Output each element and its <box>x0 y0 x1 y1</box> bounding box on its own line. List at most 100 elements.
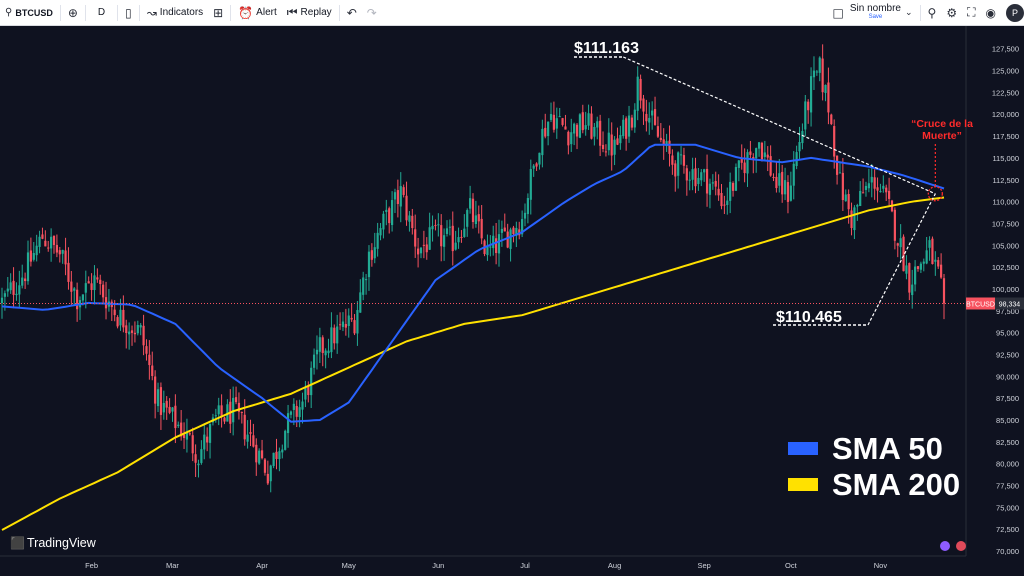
candle-body <box>295 405 298 417</box>
candle-body <box>67 262 70 282</box>
candle-body <box>408 215 411 222</box>
y-tick-label: 80,000 <box>996 460 1019 469</box>
candle-body <box>477 214 480 222</box>
candle-body <box>564 126 567 130</box>
candle-body <box>905 265 908 274</box>
tradingview-watermark: TradingView <box>27 536 97 550</box>
candle-body <box>258 450 261 464</box>
x-tick-label: Apr <box>256 561 268 570</box>
toolbar-divider <box>138 4 140 21</box>
top-toolbar: ⚲ BTCUSD ⊕ D ▯ ↝ Indicators ⊞ ⏰ Alert ⏮ … <box>0 0 1024 26</box>
y-tick-label: 97,500 <box>996 307 1019 316</box>
candle-body <box>393 192 397 200</box>
candle-body <box>781 171 784 195</box>
candle-body <box>627 115 631 137</box>
candle-body <box>885 187 888 193</box>
layout-name: Sin nombre <box>849 2 901 14</box>
candle-body <box>200 449 203 463</box>
candle-body <box>457 237 460 243</box>
candle-body <box>206 436 209 443</box>
candle-body <box>916 266 920 269</box>
candle-body <box>405 195 408 221</box>
candle-body <box>581 112 584 131</box>
interval-button[interactable]: D <box>88 0 115 26</box>
candle-body <box>532 165 535 169</box>
compare-button[interactable]: ⊕ <box>63 0 83 26</box>
candle-body <box>538 152 541 165</box>
candle-body <box>419 247 423 254</box>
candle-body <box>604 151 608 153</box>
replay-button[interactable]: ⏮ Replay <box>282 0 337 26</box>
candle-body <box>772 177 775 179</box>
candle-body <box>567 131 570 146</box>
symbol-label: BTCUSD <box>15 7 53 18</box>
redo-button[interactable]: ↷ <box>362 0 382 26</box>
candle-body <box>145 346 148 354</box>
snapshot-button[interactable]: ◉ <box>981 0 1001 26</box>
candle-body <box>324 350 327 356</box>
candle-body <box>795 152 798 166</box>
candle-body <box>252 435 255 447</box>
candle-body <box>734 167 738 191</box>
candle-body <box>653 109 657 125</box>
candle-body <box>659 137 662 140</box>
candle-body <box>102 284 105 298</box>
candle-body <box>914 266 917 285</box>
layout-selector[interactable]: □ Sin nombre Save ⌄ <box>828 0 918 26</box>
indicators-button[interactable]: ↝ Indicators <box>142 0 208 26</box>
candle-body <box>911 284 914 296</box>
layouts-button[interactable]: ⊞ <box>208 0 228 26</box>
candle-body <box>177 424 180 427</box>
quick-search-button[interactable]: ⚲ <box>923 0 942 26</box>
candle-body <box>775 176 778 189</box>
candle-body <box>96 277 99 280</box>
symbol-search[interactable]: ⚲ BTCUSD <box>0 0 58 26</box>
candle-body <box>783 180 787 195</box>
candle-body <box>596 121 599 128</box>
candle-body <box>154 376 157 404</box>
y-tick-label: 92,500 <box>996 350 1019 359</box>
candle-body <box>87 281 90 284</box>
candle-body <box>156 389 160 407</box>
lower-convergence-line <box>867 193 936 326</box>
fullscreen-button[interactable]: ⛶ <box>962 0 980 26</box>
price-chart[interactable]: 127,500 125,000 122,500 120,000 117,500 115,0… <box>0 26 1024 576</box>
undo-button[interactable]: ↶ <box>342 0 362 26</box>
candle-body <box>0 297 4 304</box>
chart-type-button[interactable]: ▯ <box>120 0 137 26</box>
candle-body <box>73 288 76 291</box>
candle-body <box>52 235 56 246</box>
candle-body <box>682 155 686 166</box>
candle-body <box>642 98 645 112</box>
candle-body <box>390 200 394 225</box>
candle-body <box>208 423 212 443</box>
alert-button[interactable]: ⏰ Alert <box>233 0 282 26</box>
candle-body <box>809 76 813 113</box>
candle-body <box>402 187 405 195</box>
candle-body <box>708 183 712 195</box>
candle-body <box>925 250 928 264</box>
candle-body <box>151 365 154 377</box>
y-tick-label: 102,500 <box>992 263 1019 272</box>
candle-body <box>99 279 102 285</box>
settings-button[interactable]: ⚙ <box>941 0 962 26</box>
candle-body <box>688 179 691 181</box>
candle-body <box>304 386 307 400</box>
candle-body <box>705 168 709 194</box>
candle-body <box>370 250 373 260</box>
y-tick-label: 72,500 <box>996 525 1019 534</box>
tradingview-logo-icon: ⬛ <box>10 536 25 550</box>
chevron-down-icon: ⌄ <box>905 7 913 18</box>
candle-body <box>168 406 171 413</box>
candle-body <box>367 251 371 278</box>
candle-body <box>703 169 706 173</box>
candle-body <box>298 407 301 418</box>
y-tick-label: 125,000 <box>992 67 1019 76</box>
candle-body <box>573 123 576 134</box>
x-tick-label: Sep <box>697 561 710 570</box>
candle-body <box>84 283 87 293</box>
interval-label: D <box>97 7 106 18</box>
candle-body <box>679 154 683 156</box>
alert-label: Alert <box>256 7 277 18</box>
profile-button[interactable]: P <box>1001 0 1024 26</box>
